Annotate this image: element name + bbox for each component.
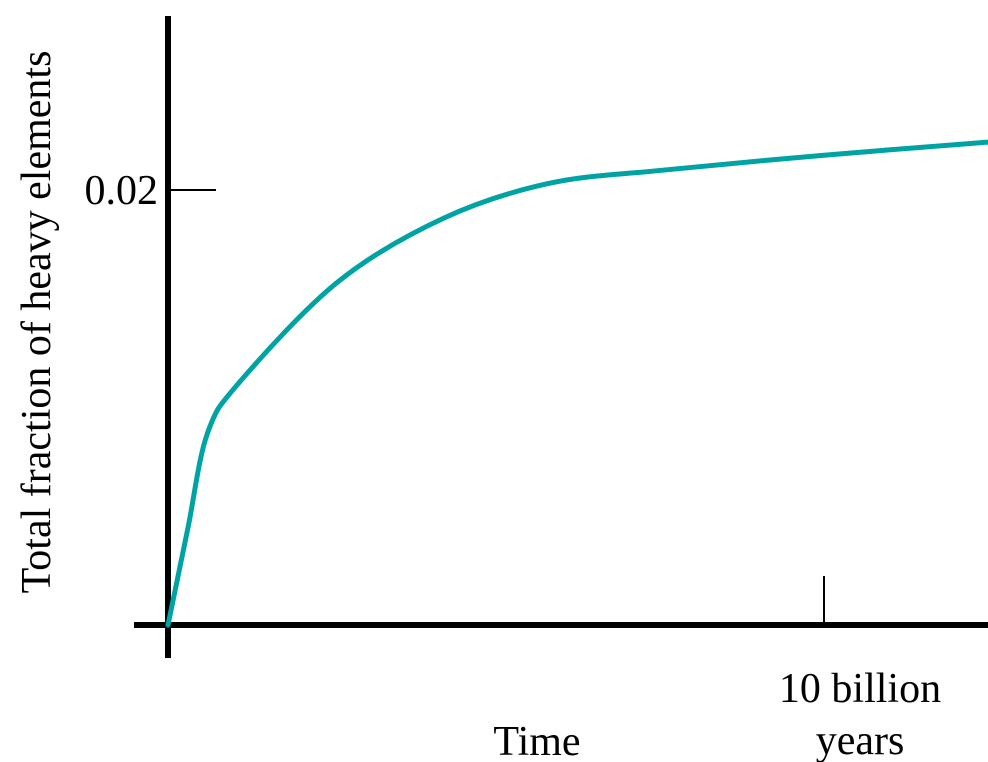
series-line-0: [165, 139, 988, 628]
labels: Total fraction of heavy elements Time: [14, 51, 581, 762]
y-axis-label: Total fraction of heavy elements: [14, 51, 60, 594]
x-tick-label: 10 billion years: [779, 666, 941, 762]
axes: [134, 16, 988, 658]
x-axis-label: Time: [493, 719, 580, 762]
x-tick-label-line: years: [816, 718, 905, 762]
ticks: 0.02 10 billion years: [85, 168, 942, 762]
series-layer: [165, 139, 988, 628]
x-tick-label-line: 10 billion: [779, 666, 941, 712]
y-tick-label: 0.02: [85, 168, 159, 214]
